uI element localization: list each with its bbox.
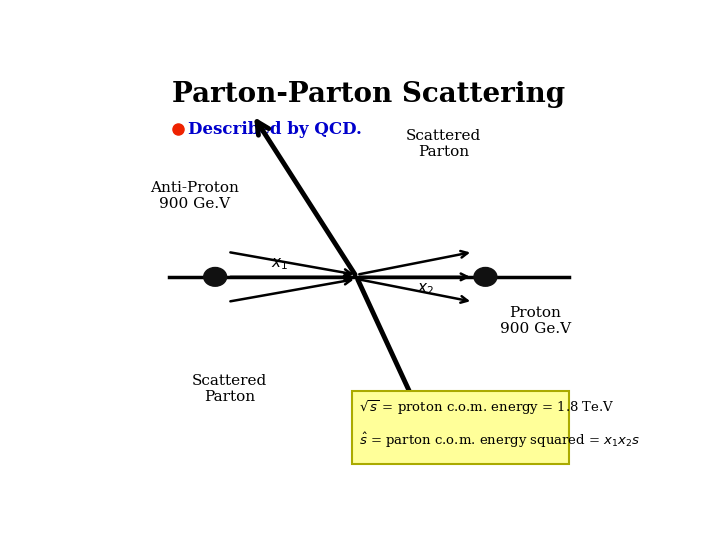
Ellipse shape	[474, 267, 497, 286]
Text: Scattered
Parton: Scattered Parton	[192, 374, 267, 404]
Text: Described by QCD.: Described by QCD.	[188, 121, 362, 138]
Text: Scattered
Parton: Scattered Parton	[406, 129, 482, 159]
FancyBboxPatch shape	[352, 391, 569, 464]
Text: Anti-Proton
900 Ge.V: Anti-Proton 900 Ge.V	[150, 181, 239, 212]
Ellipse shape	[204, 267, 227, 286]
Text: Parton-Parton Scattering: Parton-Parton Scattering	[172, 82, 566, 109]
Text: $x_1$: $x_1$	[271, 256, 288, 272]
Text: Proton
900 Ge.V: Proton 900 Ge.V	[500, 306, 571, 336]
Text: $x_2$: $x_2$	[417, 281, 433, 297]
Text: $\hat{s}$ = parton c.o.m. energy squared = $x_1 x_2 s$: $\hat{s}$ = parton c.o.m. energy squared…	[359, 431, 640, 450]
Text: $\sqrt{s}$ = proton c.o.m. energy = 1.8 Te.V: $\sqrt{s}$ = proton c.o.m. energy = 1.8 …	[359, 399, 614, 417]
